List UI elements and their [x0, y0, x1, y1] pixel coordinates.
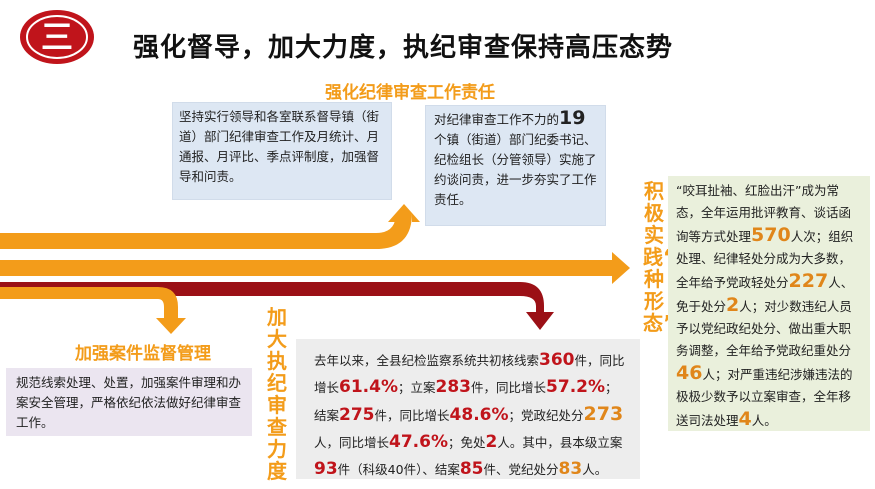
- strength-text-5: ；结案: [314, 380, 618, 423]
- orange-down-arrow: [0, 287, 186, 334]
- strength-text-10: 人。其中，县本级立案: [497, 435, 623, 450]
- strength-text-2: 件，同比增长: [314, 353, 625, 395]
- closed-count: 275: [339, 405, 375, 425]
- supervision-box: 坚持实行领导和各室联系督导镇（街道）部门纪律审查工作及月统计、月通报、月评比、季…: [172, 102, 392, 200]
- page-title: 强化督导，加大力度，执纪审查保持高压态势: [133, 33, 674, 63]
- practice-text-2: 人次；组织处理、纪律轻处分成为大多数，全年给予党政轻处分: [676, 229, 854, 290]
- strength-vertical-title: 加大执纪审查力度: [267, 305, 287, 483]
- accountability-number: 19: [559, 107, 586, 129]
- closed-growth: 48.6%: [449, 405, 509, 425]
- clue-growth: 61.4%: [339, 377, 398, 397]
- punish-count: 273: [583, 403, 624, 425]
- practice-vertical-title: 积极实践“四种形态”: [643, 179, 696, 335]
- punish-growth: 47.6%: [389, 432, 448, 452]
- practice-text-5: 人；对严重违纪涉嫌违法的极极少数予以立案审查，全年移送司法处理: [676, 367, 853, 428]
- exempt-count: 2: [485, 432, 498, 452]
- practice-text-4: 人；对少数违纪人员予以党纪政纪处分、做出重大职务调整，全年给予党政纪重处分: [676, 299, 852, 358]
- exempt-count-2: 2: [726, 294, 740, 316]
- strength-text-6: 件，同比增长: [374, 408, 450, 423]
- badge-char: 三: [41, 18, 73, 56]
- county-closed-count: 85: [459, 459, 484, 479]
- accountability-prefix: 对纪律审查工作不力的: [434, 112, 560, 127]
- orange-branch-arrow: [0, 204, 420, 249]
- case-heading: 加强案件监督管理: [75, 344, 211, 364]
- judicial-transfer-count: 4: [738, 408, 752, 430]
- strength-box: 去年以来，全县纪检监察系统共初核线索360件，同比增长61.4%；立案283件，…: [296, 339, 640, 479]
- section-number-badge: 三: [18, 8, 96, 66]
- strength-text-11: 件（科级40件）、结案: [337, 462, 460, 477]
- orange-main-arrow: [0, 252, 630, 284]
- practice-box: “咬耳扯袖、红脸出汗”成为常态，全年运用批评教育、谈话函询等方式处理570人次；…: [668, 176, 870, 431]
- accountability-box: 对纪律审查工作不力的19 个镇（街道）部门纪委书记、纪检组长（分管领导）实施了约谈…: [425, 105, 606, 226]
- strength-text-8: 人，同比增长: [314, 435, 390, 450]
- county-filed-count: 93: [314, 459, 338, 479]
- strength-text-12: 件、党纪处分: [483, 462, 559, 477]
- strength-text-4: 件，同比增长: [471, 380, 547, 395]
- filed-growth: 57.2%: [546, 377, 606, 397]
- practice-text-6: 人。: [751, 413, 777, 428]
- supervision-text: 坚持实行领导和各室联系督导镇（街道）部门纪律审查工作及月统计、月通报、月评比、季…: [179, 109, 380, 184]
- duty-heading: 强化纪律审查工作责任: [325, 83, 495, 103]
- accountability-suffix: 个镇（街道）部门纪委书记、纪检组长（分管领导）实施了约谈问责，进一步夯实了工作责…: [434, 132, 597, 207]
- badge-graphic: 三: [20, 10, 94, 64]
- strength-text-7: ；党政纪处分: [508, 408, 584, 423]
- practice-text-3: 人、免于处分: [676, 275, 854, 314]
- strength-text-13: 人。: [582, 462, 608, 477]
- practice-text-1: “咬耳扯袖、红脸出汗”成为常态，全年运用批评教育、谈话函询等方式处理: [676, 183, 852, 244]
- filed-count: 283: [435, 377, 472, 397]
- strength-text-3: ；立案: [398, 380, 436, 395]
- light-punish-count: 227: [788, 270, 829, 292]
- strength-text-9: ；免处: [448, 435, 486, 450]
- strength-text-1: 去年以来，全县纪检监察系统共初核线索: [314, 353, 540, 368]
- clue-count: 360: [539, 350, 575, 370]
- case-box: 规范线索处理、处置，加强案件审理和办案安全管理，严格依纪依法做好纪律审查工作。: [6, 368, 252, 436]
- case-text: 规范线索处理、处置，加强案件审理和办案安全管理，严格依纪依法做好纪律审查工作。: [16, 375, 242, 430]
- heavy-punish-count: 46: [676, 362, 703, 384]
- criticism-count: 570: [751, 224, 791, 246]
- county-punish-count: 83: [558, 459, 583, 479]
